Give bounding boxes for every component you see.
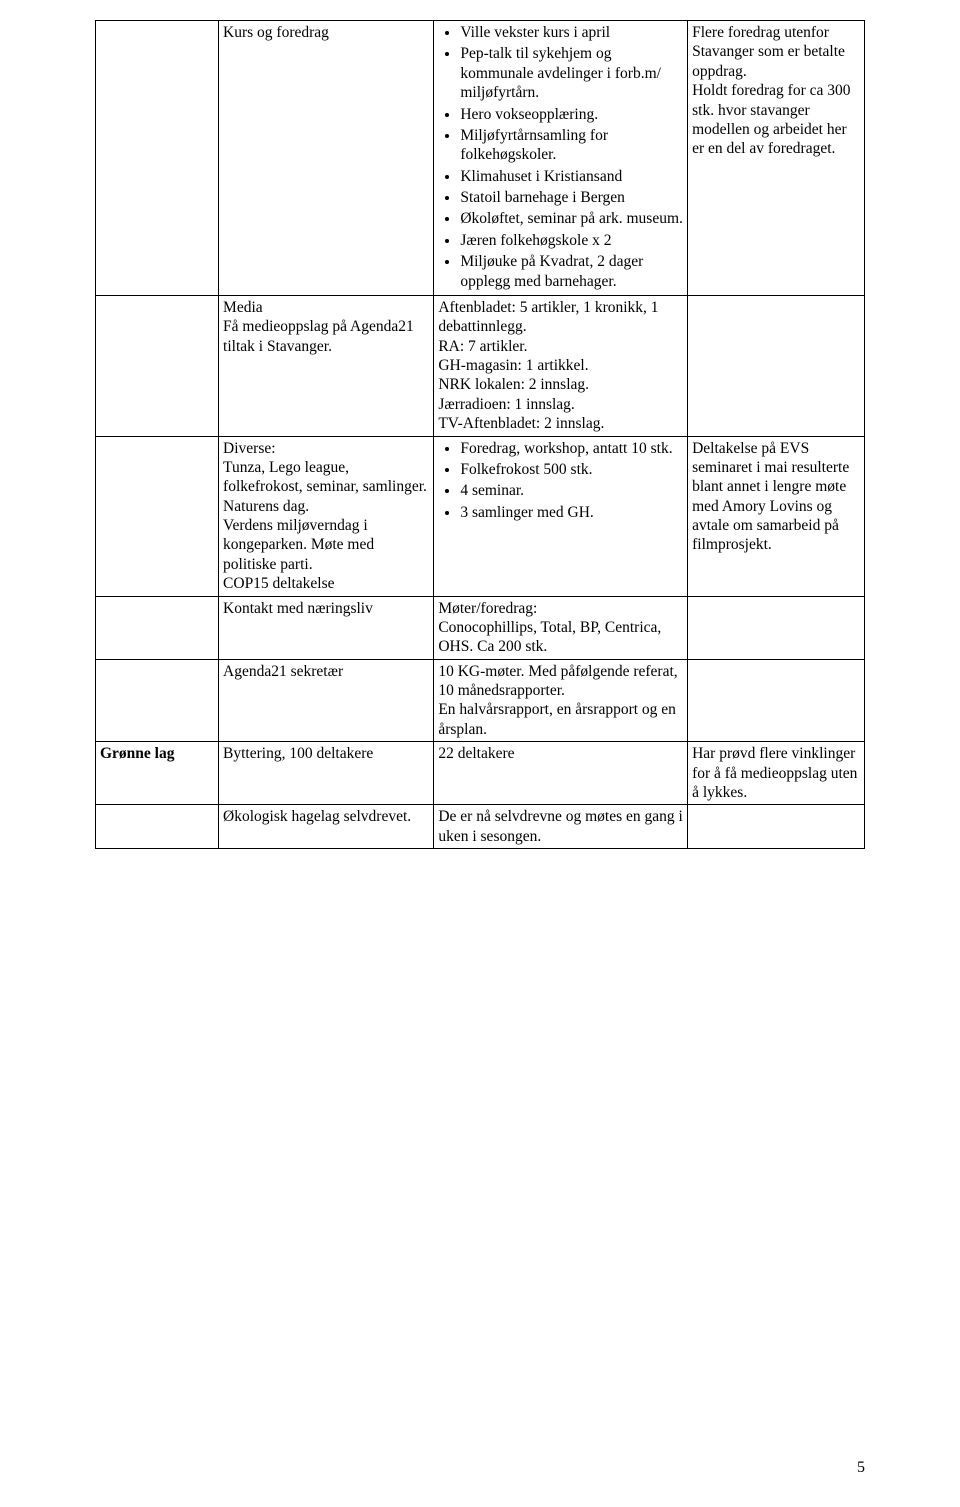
topic-text: Diverse:Tunza, Lego league, folkefrokost…: [223, 440, 427, 593]
table-row: Økologisk hagelag selvdrevet. De er nå se…: [96, 805, 865, 849]
col-topic: Agenda21 sekretær: [219, 659, 434, 742]
col-details: 10 KG-møter. Med påfølgende referat, 10 …: [434, 659, 688, 742]
col-notes: Har prøvd flere vinklinger for å få medi…: [688, 742, 865, 805]
col-topic: Diverse:Tunza, Lego league, folkefrokost…: [219, 436, 434, 596]
details-text: 22 deltakere: [438, 745, 514, 762]
table-row: Diverse:Tunza, Lego league, folkefrokost…: [96, 436, 865, 596]
table-row: Kurs og foredrag Ville vekster kurs i apr…: [96, 21, 865, 296]
col-category: [96, 21, 219, 296]
table-row: Grønne lag Byttering, 100 deltakere 22 del…: [96, 742, 865, 805]
topic-text: Økologisk hagelag selvdrevet.: [223, 808, 411, 825]
col-category: [96, 805, 219, 849]
col-topic: MediaFå medieoppslag på Agenda21 tiltak …: [219, 295, 434, 436]
bullet-item: Hero vokseopplæring.: [460, 105, 683, 124]
table-row: MediaFå medieoppslag på Agenda21 tiltak …: [96, 295, 865, 436]
col-topic: Økologisk hagelag selvdrevet.: [219, 805, 434, 849]
col-details: 22 deltakere: [434, 742, 688, 805]
category-label: Grønne lag: [100, 745, 175, 762]
topic-text: Kontakt med næringsliv: [223, 600, 373, 617]
bullet-item: Klimahuset i Kristiansand: [460, 167, 683, 186]
col-category: [96, 436, 219, 596]
col-notes: Flere foredrag utenfor Stavanger som er …: [688, 21, 865, 296]
col-notes: Deltakelse på EVS seminaret i mai result…: [688, 436, 865, 596]
col-notes: [688, 596, 865, 659]
col-category: [96, 659, 219, 742]
col-details: De er nå selvdrevne og møtes en gang i u…: [434, 805, 688, 849]
notes-text: Deltakelse på EVS seminaret i mai result…: [692, 440, 849, 554]
col-details: Ville vekster kurs i april Pep-talk til s…: [434, 21, 688, 296]
col-notes: [688, 295, 865, 436]
bullet-item: 3 samlinger med GH.: [460, 503, 683, 522]
details-text: De er nå selvdrevne og møtes en gang i u…: [438, 808, 682, 844]
table-row: Kontakt med næringsliv Møter/foredrag:Con…: [96, 596, 865, 659]
topic-text: Kurs og foredrag: [223, 24, 329, 41]
col-notes: [688, 659, 865, 742]
topic-text: Agenda21 sekretær: [223, 663, 343, 680]
table-row: Agenda21 sekretær 10 KG-møter. Med påfølg…: [96, 659, 865, 742]
topic-text: Byttering, 100 deltakere: [223, 745, 373, 762]
bullet-item: Jæren folkehøgskole x 2: [460, 231, 683, 250]
col-notes: [688, 805, 865, 849]
bullet-item: Økoløftet, seminar på ark. museum.: [460, 209, 683, 228]
topic-text: MediaFå medieoppslag på Agenda21 tiltak …: [223, 299, 414, 355]
bullet-item: 4 seminar.: [460, 481, 683, 500]
col-details: Aftenbladet: 5 artikler, 1 kronikk, 1 de…: [434, 295, 688, 436]
col-category: Grønne lag: [96, 742, 219, 805]
col-topic: Kurs og foredrag: [219, 21, 434, 296]
bullet-item: Foredrag, workshop, antatt 10 stk.: [460, 439, 683, 458]
page-number: 5: [857, 1459, 865, 1477]
bullet-item: Miljøuke på Kvadrat, 2 dager opplegg med…: [460, 252, 683, 291]
bullet-item: Pep-talk til sykehjem og kommunale avdel…: [460, 44, 683, 102]
bullet-item: Statoil barnehage i Bergen: [460, 188, 683, 207]
notes-text: Har prøvd flere vinklinger for å få medi…: [692, 745, 857, 801]
document-table: Kurs og foredrag Ville vekster kurs i apr…: [95, 20, 865, 849]
col-category: [96, 295, 219, 436]
bullet-item: Ville vekster kurs i april: [460, 23, 683, 42]
bullet-item: Miljøfyrtårnsamling for folkehøgskoler.: [460, 126, 683, 165]
col-topic: Kontakt med næringsliv: [219, 596, 434, 659]
details-text: Møter/foredrag:Conocophillips, Total, BP…: [438, 600, 661, 656]
col-category: [96, 596, 219, 659]
bullet-list: Ville vekster kurs i april Pep-talk til s…: [460, 23, 683, 291]
col-details: Foredrag, workshop, antatt 10 stk. Folkef…: [434, 436, 688, 596]
bullet-item: Folkefrokost 500 stk.: [460, 460, 683, 479]
details-text: Aftenbladet: 5 artikler, 1 kronikk, 1 de…: [438, 299, 658, 432]
col-details: Møter/foredrag:Conocophillips, Total, BP…: [434, 596, 688, 659]
bullet-list: Foredrag, workshop, antatt 10 stk. Folkef…: [460, 439, 683, 523]
notes-text: Flere foredrag utenfor Stavanger som er …: [692, 24, 850, 157]
col-topic: Byttering, 100 deltakere: [219, 742, 434, 805]
details-text: 10 KG-møter. Med påfølgende referat, 10 …: [438, 663, 677, 738]
